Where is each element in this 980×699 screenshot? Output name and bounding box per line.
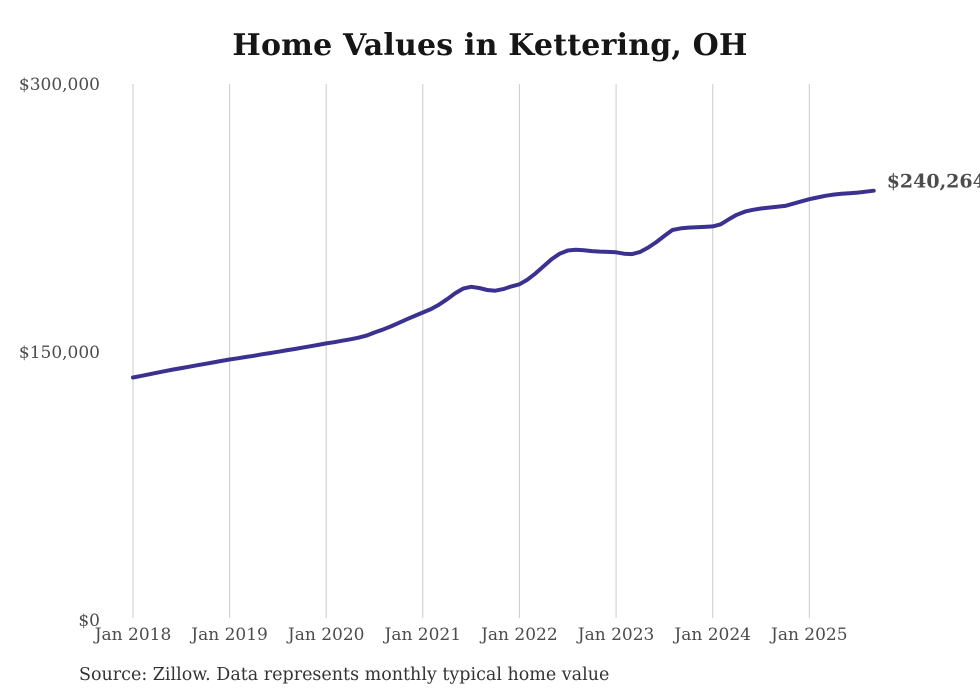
x-tick-label: Jan 2019 — [189, 625, 268, 645]
x-tick-label: Jan 2020 — [286, 625, 365, 645]
latest-value-label: $240,264 — [887, 171, 980, 193]
y-tick-label: $150,000 — [19, 343, 100, 363]
home-value-series-line — [131, 188, 876, 380]
y-tick-label: $300,000 — [19, 75, 100, 95]
x-tick-label: Jan 2022 — [479, 625, 558, 645]
x-tick-label: Jan 2024 — [672, 625, 751, 645]
chart-title: Home Values in Kettering, OH — [232, 28, 748, 63]
x-tick-label: Jan 2021 — [383, 625, 462, 645]
y-tick-label: $0 — [78, 611, 100, 631]
x-tick-label: Jan 2023 — [576, 625, 655, 645]
x-tick-label: Jan 2025 — [769, 625, 848, 645]
x-tick-label: Jan 2018 — [93, 625, 172, 645]
source-note: Source: Zillow. Data represents monthly … — [79, 665, 610, 685]
